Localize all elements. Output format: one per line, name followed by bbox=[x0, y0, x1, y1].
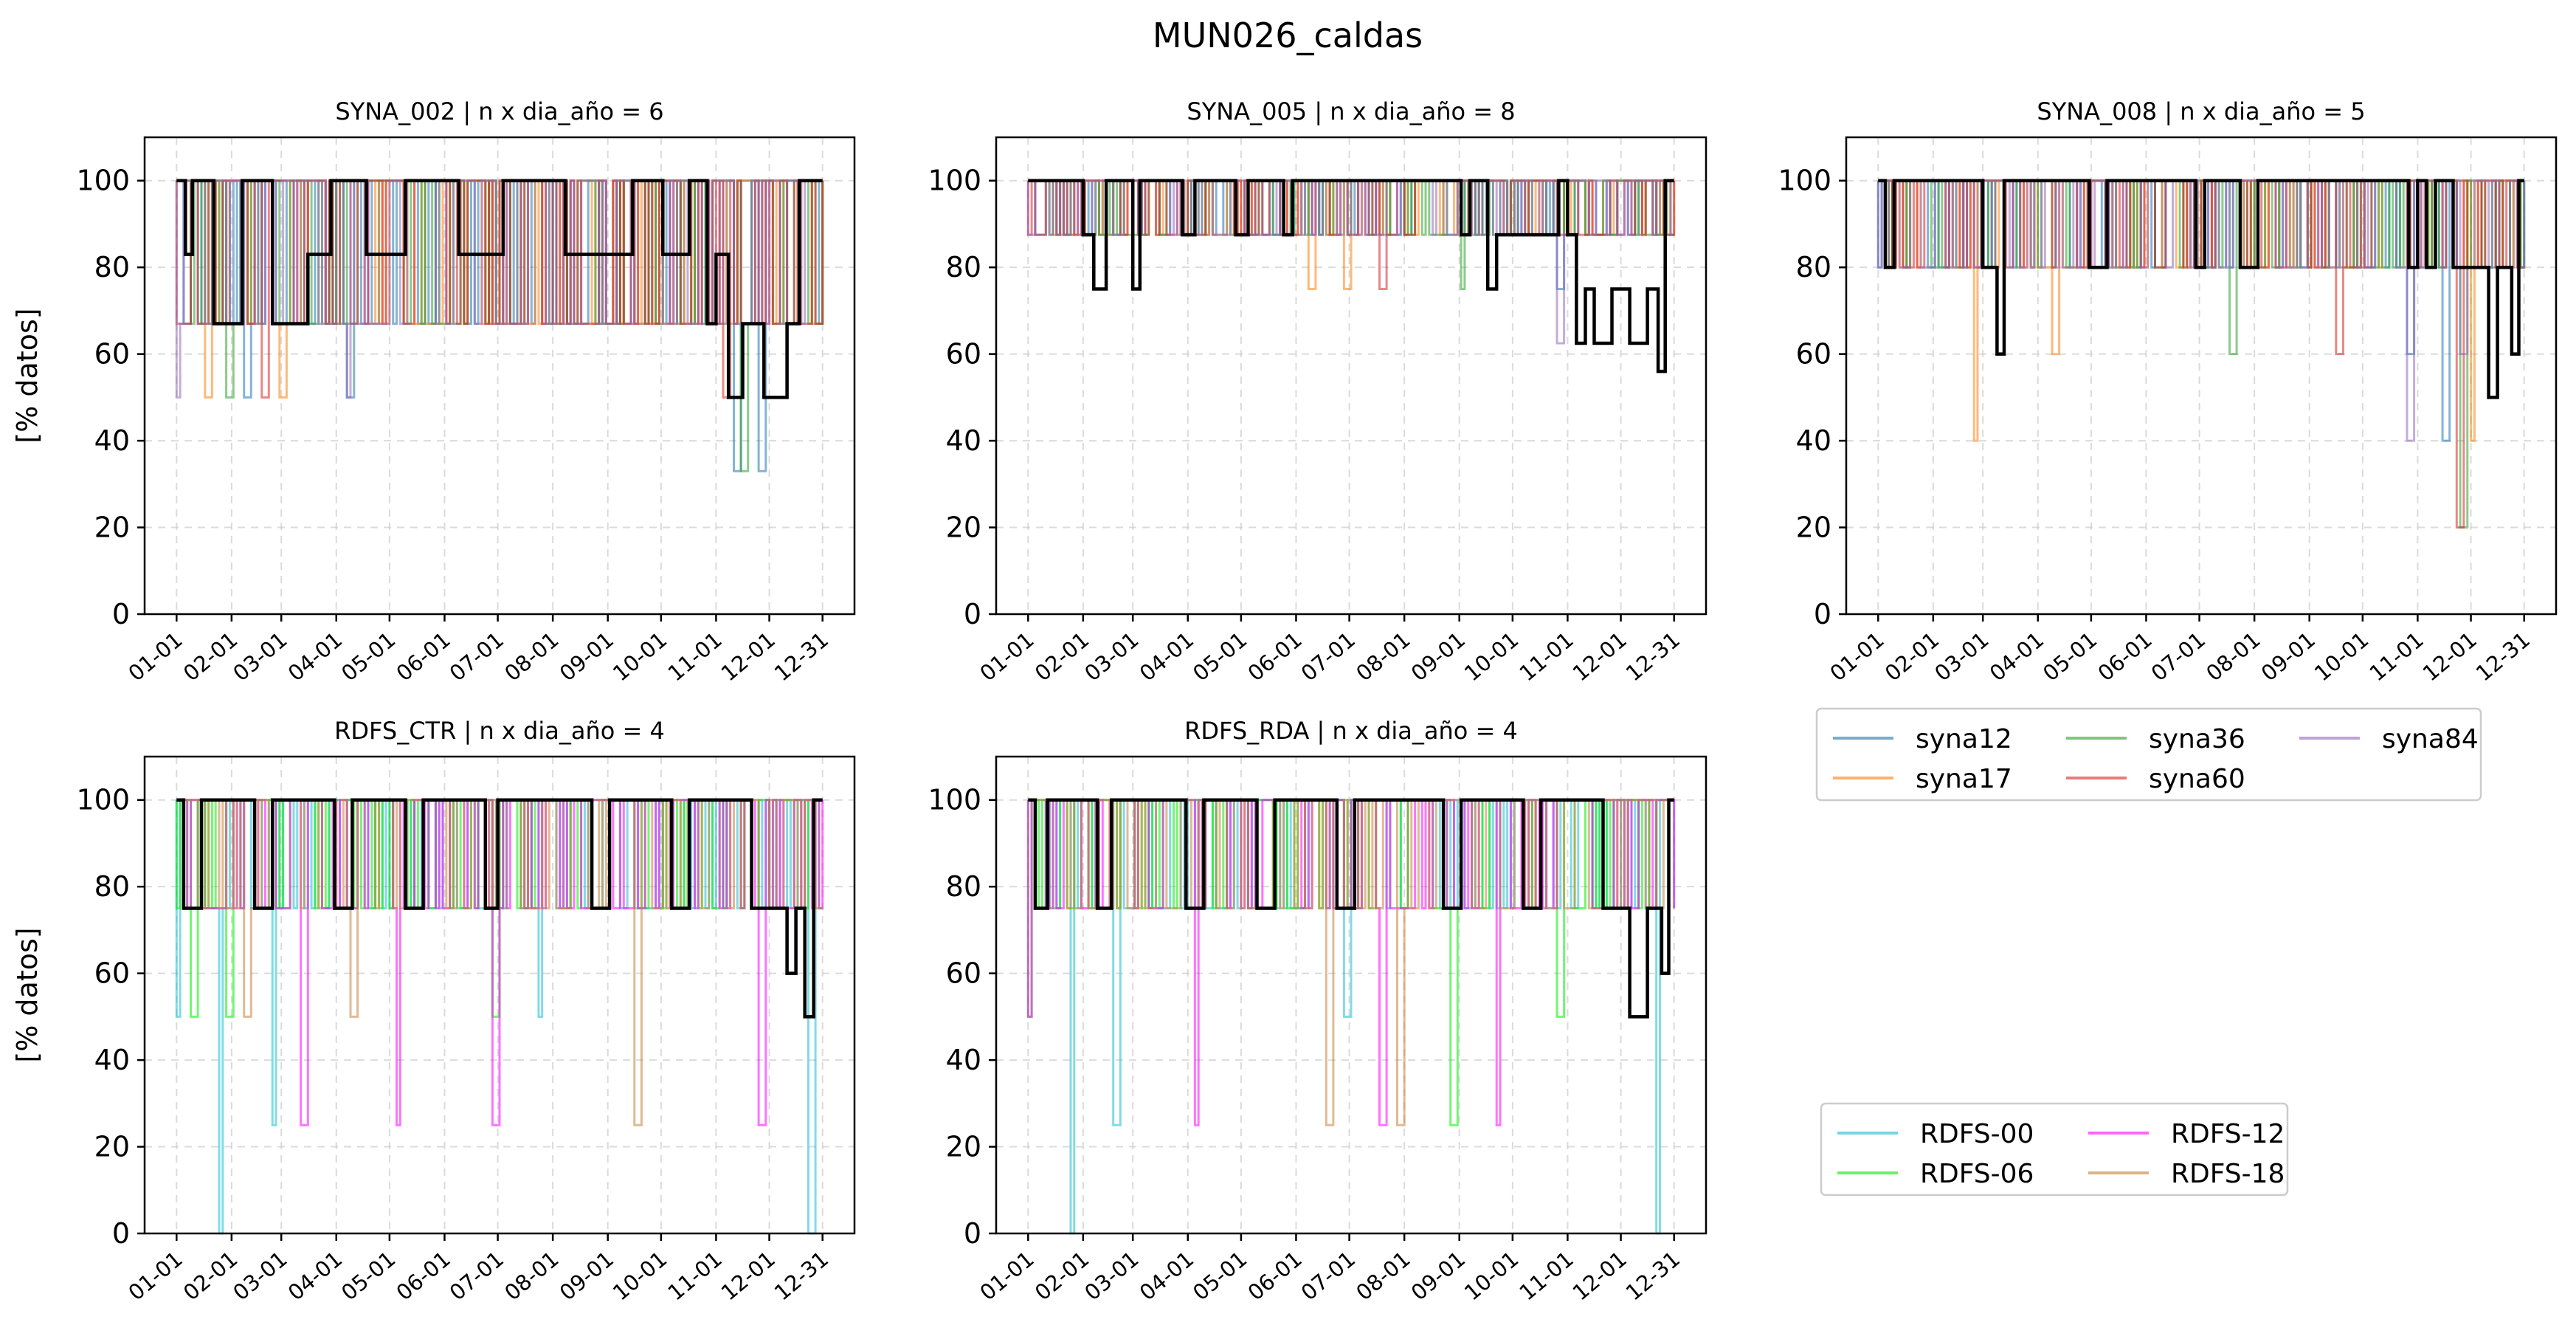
axes-frame bbox=[143, 755, 856, 1235]
y-tick-label: 20 bbox=[94, 512, 130, 544]
y-tick-label: 80 bbox=[946, 251, 981, 283]
observation-line bbox=[1028, 179, 1674, 374]
y-tick-label: 40 bbox=[946, 424, 981, 457]
y-tick-label: 80 bbox=[94, 251, 130, 283]
legend-syna: syna12 syna17 syna36 syna60 syna84 bbox=[1815, 707, 2482, 802]
y-tick-label: 20 bbox=[946, 512, 981, 544]
y-tick-label: 40 bbox=[94, 424, 130, 457]
observation-line bbox=[1028, 798, 1674, 1019]
y-tick-label: 80 bbox=[94, 870, 130, 903]
legend-rdfs: RDFS-00 RDFS-06 RDFS-12 RDFS-18 bbox=[1820, 1102, 2289, 1197]
y-tick-label: 100 bbox=[76, 165, 130, 197]
y-tick-label: 80 bbox=[1796, 251, 1831, 283]
legend-label: syna84 bbox=[2382, 724, 2479, 754]
panel-title: RDFS_RDA | n x dia_año = 4 bbox=[1184, 717, 1518, 745]
y-tick-label: 0 bbox=[964, 598, 981, 630]
y-tick-label: 0 bbox=[1814, 598, 1831, 630]
y-tick-label: 20 bbox=[1796, 512, 1831, 544]
y-tick-label: 80 bbox=[946, 870, 981, 903]
y-tick-label: 100 bbox=[76, 784, 130, 816]
legend-label: syna17 bbox=[1916, 764, 2012, 794]
observation-line bbox=[176, 798, 823, 1019]
axes-frame bbox=[1845, 136, 2558, 616]
y-tick-label: 60 bbox=[94, 957, 130, 990]
y-tick-label: 60 bbox=[94, 338, 130, 371]
legend-label: syna36 bbox=[2149, 724, 2245, 754]
y-tick-label: 100 bbox=[928, 784, 981, 816]
y-tick-label: 20 bbox=[946, 1131, 981, 1163]
legend-box bbox=[1815, 707, 2482, 802]
legend-label: RDFS-00 bbox=[1920, 1119, 2034, 1149]
legend-label: syna12 bbox=[1916, 724, 2012, 754]
legend-label: RDFS-12 bbox=[2171, 1119, 2285, 1149]
y-tick-label: 40 bbox=[946, 1044, 981, 1076]
y-tick-label: 0 bbox=[112, 598, 130, 630]
observation-line bbox=[176, 179, 823, 399]
y-tick-label: 20 bbox=[94, 1131, 130, 1163]
panel-title: SYNA_005 | n x dia_año = 8 bbox=[1187, 97, 1515, 125]
legend-label: RDFS-06 bbox=[1920, 1159, 2034, 1189]
y-tick-label: 100 bbox=[928, 165, 981, 197]
figure-title: MUN026_caldas bbox=[1153, 16, 1423, 55]
y-tick-label: 60 bbox=[946, 338, 981, 371]
y-tick-label: 100 bbox=[1778, 165, 1831, 197]
y-tick-label: 60 bbox=[946, 957, 981, 990]
panel-title: SYNA_002 | n x dia_año = 6 bbox=[335, 97, 663, 125]
y-tick-label: 40 bbox=[94, 1044, 130, 1076]
axes-frame bbox=[143, 136, 856, 616]
y-tick-label: 0 bbox=[964, 1217, 981, 1250]
panel-title: SYNA_008 | n x dia_año = 5 bbox=[2037, 97, 2365, 125]
y-tick-label: 40 bbox=[1796, 424, 1831, 457]
observation-line bbox=[1878, 179, 2524, 399]
y-tick-label: 0 bbox=[112, 1217, 130, 1250]
y-axis-label: [% datos] bbox=[11, 308, 44, 443]
y-axis-label: [% datos] bbox=[11, 927, 44, 1062]
axes-frame bbox=[995, 755, 1707, 1235]
legend-label: RDFS-18 bbox=[2171, 1159, 2285, 1189]
y-tick-label: 60 bbox=[1796, 338, 1831, 371]
panel-title: RDFS_CTR | n x dia_año = 4 bbox=[334, 717, 665, 745]
legend-label: syna60 bbox=[2149, 764, 2245, 794]
axes-frame bbox=[995, 136, 1707, 616]
legend-box bbox=[1820, 1102, 2289, 1197]
